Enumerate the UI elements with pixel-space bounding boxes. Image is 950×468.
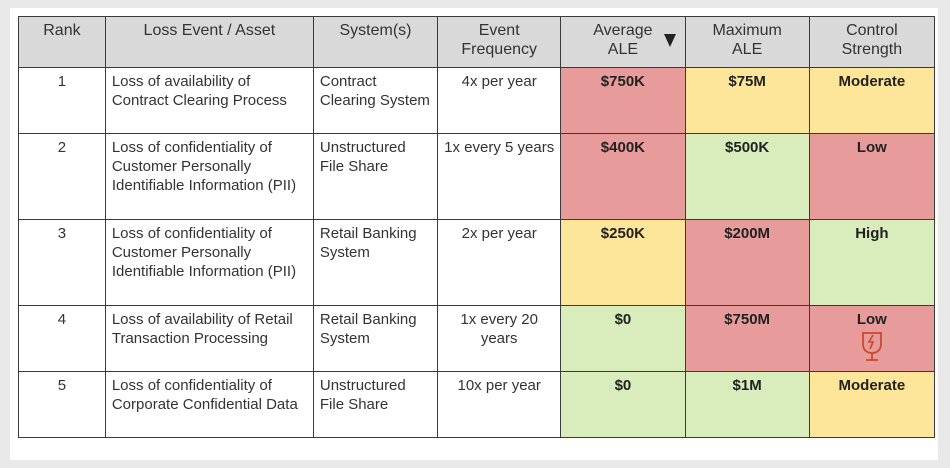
header-control-line2: Strength	[841, 41, 903, 58]
loss-event-cell: Loss of confidentiality of Customer Pers…	[104, 133, 314, 220]
control-strength-label: Moderate	[838, 377, 906, 394]
systems-cell: Contract Clearing System	[312, 67, 439, 134]
rank-cell: 1	[18, 67, 106, 134]
frequency-cell: 2x per year	[437, 219, 562, 306]
control-strength-cell: Low	[808, 133, 936, 220]
sort-descending-icon[interactable]	[663, 34, 676, 47]
rank-cell: 2	[18, 133, 106, 220]
avg-ale-cell: $750K	[560, 67, 686, 134]
control-strength-label: High	[855, 225, 889, 242]
systems-cell: Unstructured File Share	[312, 133, 439, 220]
frequency-cell: 1x every 5 years	[437, 133, 562, 220]
header-avg-ale-line1: Average	[593, 22, 653, 39]
rank-cell: 4	[18, 305, 106, 372]
max-ale-cell: $750M	[684, 305, 810, 372]
header-max-ale-line1: Maximum	[712, 22, 782, 39]
max-ale-cell: $1M	[684, 371, 810, 438]
rank-cell: 3	[18, 219, 106, 306]
control-strength-label: Moderate	[838, 73, 906, 90]
header-rank[interactable]: Rank	[18, 16, 106, 68]
loss-event-cell: Loss of confidentiality of Customer Pers…	[104, 219, 314, 306]
avg-ale-cell: $0	[560, 305, 686, 372]
header-avg-ale-line2: ALE	[607, 41, 639, 58]
control-strength-cell: Moderate	[808, 371, 936, 438]
avg-ale-cell: $250K	[560, 219, 686, 306]
header-frequency-line2: Frequency	[461, 41, 537, 58]
frequency-cell: 1x every 20 years	[437, 305, 562, 372]
risk-table: Rank Loss Event / Asset System(s) Event …	[18, 16, 936, 438]
header-rank-label: Rank	[43, 22, 81, 39]
avg-ale-cell: $0	[560, 371, 686, 438]
control-strength-cell: High	[808, 219, 936, 306]
loss-event-cell: Loss of availability of Retail Transacti…	[104, 305, 314, 372]
control-strength-cell: Low	[808, 305, 936, 372]
loss-event-cell: Loss of confidentiality of Corporate Con…	[104, 371, 314, 438]
avg-ale-cell: $400K	[560, 133, 686, 220]
header-loss-event[interactable]: Loss Event / Asset	[104, 16, 314, 68]
header-row: Rank Loss Event / Asset System(s) Event …	[18, 16, 936, 68]
rank-cell: 5	[18, 371, 106, 438]
header-frequency-line1: Event	[478, 22, 520, 39]
control-strength-label: Low	[856, 311, 887, 328]
header-loss-event-label: Loss Event / Asset	[143, 22, 276, 39]
max-ale-cell: $500K	[684, 133, 810, 220]
header-frequency[interactable]: Event Frequency	[437, 16, 562, 68]
header-systems[interactable]: System(s)	[312, 16, 439, 68]
table-row[interactable]: 1 Loss of availability of Contract Clear…	[18, 67, 936, 134]
header-control-strength[interactable]: Control Strength	[808, 16, 936, 68]
max-ale-cell: $200M	[684, 219, 810, 306]
table-row[interactable]: 3 Loss of confidentiality of Customer Pe…	[18, 219, 936, 306]
systems-cell: Retail Banking System	[312, 305, 439, 372]
header-max-ale[interactable]: Maximum ALE	[684, 16, 810, 68]
header-avg-ale[interactable]: Average ALE	[560, 16, 686, 68]
max-ale-cell: $75M	[684, 67, 810, 134]
header-max-ale-line2: ALE	[732, 41, 763, 58]
table-row[interactable]: 2 Loss of confidentiality of Customer Pe…	[18, 133, 936, 220]
control-strength-label: Low	[856, 139, 887, 156]
fragile-glass-icon	[857, 331, 887, 363]
systems-cell: Unstructured File Share	[312, 371, 439, 438]
table-row[interactable]: 5 Loss of confidentiality of Corporate C…	[18, 371, 936, 438]
header-control-line1: Control	[846, 22, 898, 39]
control-strength-cell: Moderate	[808, 67, 936, 134]
frequency-cell: 4x per year	[437, 67, 562, 134]
frequency-cell: 10x per year	[437, 371, 562, 438]
systems-cell: Retail Banking System	[312, 219, 439, 306]
loss-event-cell: Loss of availability of Contract Clearin…	[104, 67, 314, 134]
table-frame: Rank Loss Event / Asset System(s) Event …	[10, 8, 938, 460]
header-systems-label: System(s)	[339, 22, 412, 39]
table-row[interactable]: 4 Loss of availability of Retail Transac…	[18, 305, 936, 372]
